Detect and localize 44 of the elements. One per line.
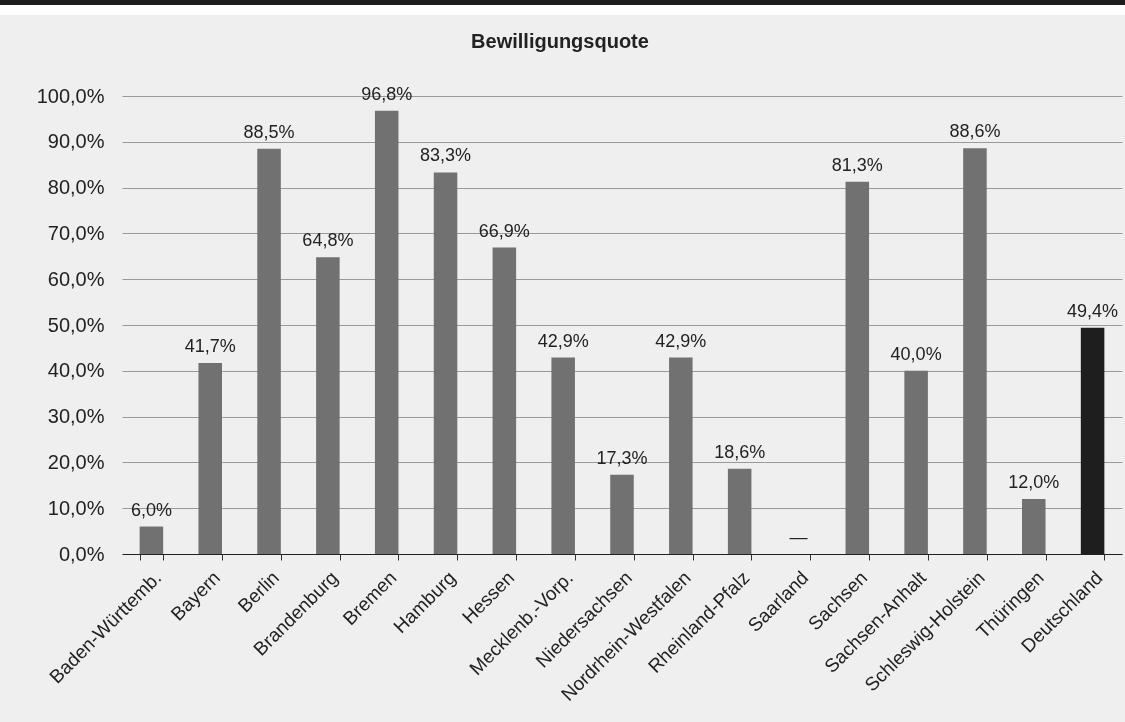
bar — [492, 247, 517, 554]
data-label: 17,3% — [596, 447, 648, 468]
text: — — [789, 527, 808, 547]
data-label: 18,6% — [714, 441, 766, 462]
bar — [845, 181, 870, 554]
y-tick-label: 90,0% — [47, 130, 105, 153]
bar — [257, 148, 281, 554]
data-label: 81,3% — [831, 154, 883, 175]
bar — [610, 474, 634, 554]
bar — [433, 172, 458, 554]
y-tick-label: 100,0% — [36, 84, 105, 107]
data-label: 83,3% — [420, 145, 472, 166]
data-label: 40,0% — [890, 343, 942, 364]
data-label: 49,4% — [1067, 300, 1119, 321]
y-tick-label: 70,0% — [47, 221, 105, 244]
y-tick-label: 50,0% — [47, 313, 105, 336]
data-label: 41,7% — [184, 336, 236, 357]
y-tick-label: 60,0% — [47, 267, 105, 290]
data-label: 64,8% — [302, 230, 354, 251]
data-label: 6,0% — [130, 499, 172, 520]
bar — [1022, 499, 1046, 554]
bar — [727, 468, 752, 554]
y-tick-label: 30,0% — [47, 405, 105, 428]
bar — [374, 110, 399, 554]
bar — [904, 370, 928, 554]
bar — [198, 363, 222, 554]
data-label: 88,5% — [243, 121, 295, 142]
data-label: 42,9% — [655, 330, 707, 351]
data-label: 42,9% — [537, 330, 589, 351]
y-tick-label: 20,0% — [47, 450, 105, 473]
bar — [316, 257, 340, 554]
data-label: 12,0% — [1008, 472, 1060, 493]
data-label: 88,6% — [949, 121, 1001, 142]
bar — [551, 357, 575, 554]
chart-title: Bewilligungsquote — [471, 29, 649, 52]
data-label: 96,8% — [361, 83, 413, 104]
y-tick-label: 80,0% — [47, 176, 105, 199]
bar — [963, 148, 987, 554]
bar — [139, 526, 164, 554]
bar — [669, 357, 693, 554]
y-tick-label: 40,0% — [47, 359, 105, 382]
y-tick-label: 10,0% — [47, 496, 105, 519]
y-tick-label: 0,0% — [58, 542, 105, 565]
data-label: 66,9% — [478, 220, 530, 241]
